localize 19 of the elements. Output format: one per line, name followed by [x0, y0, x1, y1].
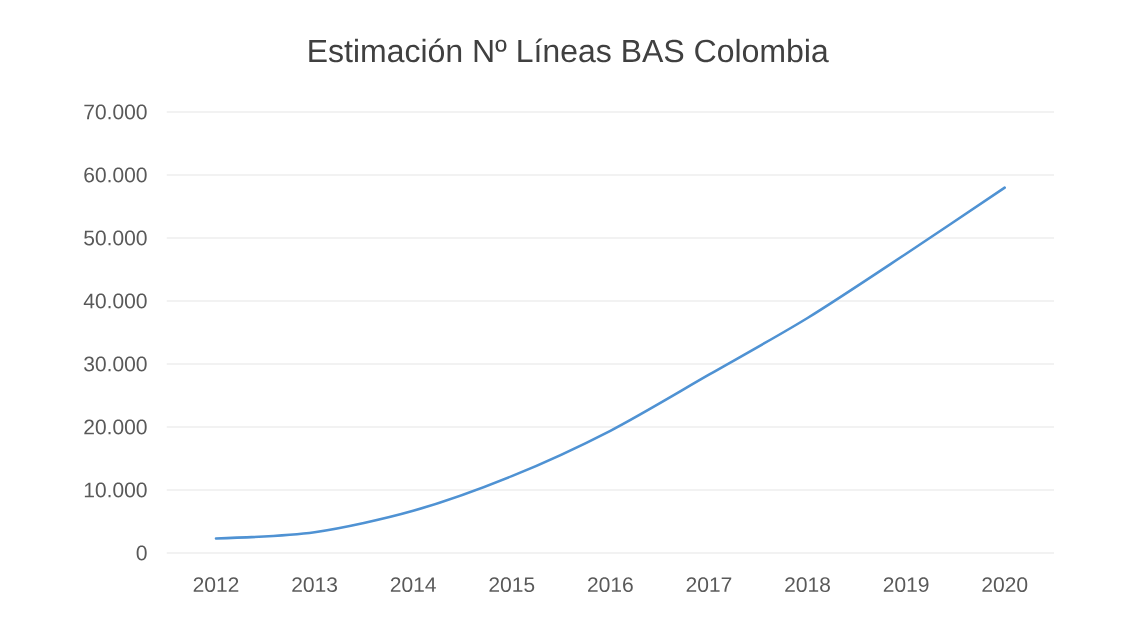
x-tick-label: 2016: [588, 577, 633, 593]
x-tick-label: 2017: [686, 577, 732, 593]
x-tick-label: 2019: [883, 577, 929, 593]
y-tick-label: 10.000: [84, 482, 147, 498]
y-tick-label: 40.000: [83, 293, 147, 309]
x-tick-label: 2018: [785, 577, 830, 593]
y-tick-label: 20.000: [84, 419, 147, 435]
y-tick-label: 30.000: [84, 356, 147, 372]
y-tick-label: 60.000: [84, 167, 147, 183]
x-tick-label: 2020: [982, 577, 1028, 593]
y-tick-label: 70.000: [84, 104, 147, 120]
y-tick-label: 0: [136, 545, 147, 561]
x-tick-label: 2014: [390, 577, 436, 593]
y-tick-label: 50.000: [84, 230, 147, 246]
x-tick-label: 2013: [292, 577, 338, 593]
line-series: [214, 186, 1007, 540]
x-tick-label: 2012: [193, 577, 239, 593]
chart-title: Estimación Nº Líneas BAS Colombia: [309, 38, 829, 63]
x-tick-label: 2015: [489, 577, 535, 593]
